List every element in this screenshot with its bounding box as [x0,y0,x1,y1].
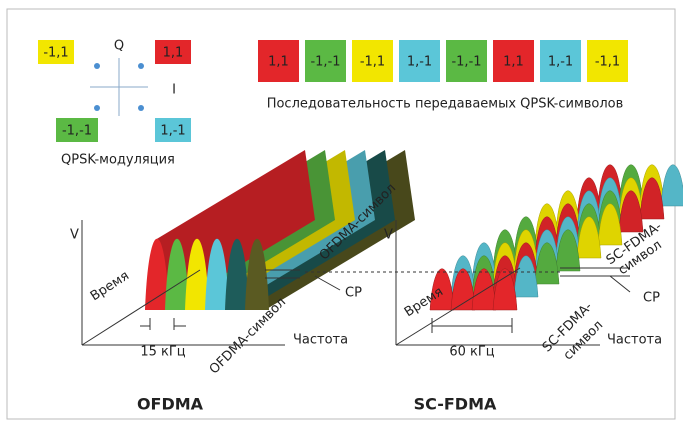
symbol-label: 1,-1 [548,55,573,70]
symbol-label: -1,1 [43,46,68,61]
symbol-label: -1,-1 [62,124,92,139]
symbol-label: -1,-1 [451,55,481,70]
subcarrier-front [185,238,209,310]
ofdma-title: OFDMA [137,395,204,414]
scfdma-title: SC-FDMA [414,395,497,414]
scfdma-wave [534,242,560,285]
symbol-label: -1,-1 [310,55,340,70]
scfdma-wave [597,203,623,246]
scfdma-wave [660,164,683,207]
scfdma-wave [513,255,539,298]
dot [94,63,100,69]
subcarrier-front [245,238,269,310]
symbol-box [352,40,393,82]
frequency-label: Частота [607,333,662,348]
sequence-caption: Последовательность передаваемых QPSK-сим… [267,97,624,112]
subcarrier-front [165,238,189,310]
scfdma-wave [555,229,581,272]
symbol-box [587,40,628,82]
symbol-box [399,40,440,82]
symbol-box [305,40,346,82]
symbol-box [38,40,74,64]
subcarrier-front [205,238,229,310]
symbol-box [540,40,581,82]
subcarrier-front [225,238,249,310]
v-label: V [70,228,79,243]
scfdma-wave [576,216,602,259]
symbol-box [446,40,487,82]
symbol-label: -1,1 [360,55,385,70]
subcarrier-front [145,238,169,310]
symbol-label: 1,-1 [407,55,432,70]
scfdma-wave [492,268,518,311]
subcarrier-body [145,150,315,310]
q-label: Q [114,39,124,54]
symbol-box [155,40,191,64]
i-label: I [172,83,176,98]
cp-label: CP [643,291,660,306]
symbol-box [493,40,534,82]
cp-label: CP [345,286,362,301]
constellation-caption: QPSK-модуляция [61,153,175,168]
spacing-label: 15 кГц [140,345,185,360]
v-label: V [384,228,393,243]
symbol-label: 1,1 [503,55,524,70]
spacing-label: 60 кГц [449,345,494,360]
scfdma-wave [618,190,644,233]
symbol-box [56,118,98,142]
symbol-label: 1,-1 [160,124,185,139]
ofdma-axes [81,220,560,346]
dot [94,105,100,111]
symbol-label: 1,1 [268,55,289,70]
scfdma-wave [639,177,665,220]
dot [138,63,144,69]
symbol-box [258,40,299,82]
frequency-label: Частота [293,333,348,348]
symbol-box [155,118,191,142]
dot [138,105,144,111]
symbol-label: -1,1 [595,55,620,70]
symbol-label: 1,1 [163,46,184,61]
scfdma-axes [395,220,631,346]
